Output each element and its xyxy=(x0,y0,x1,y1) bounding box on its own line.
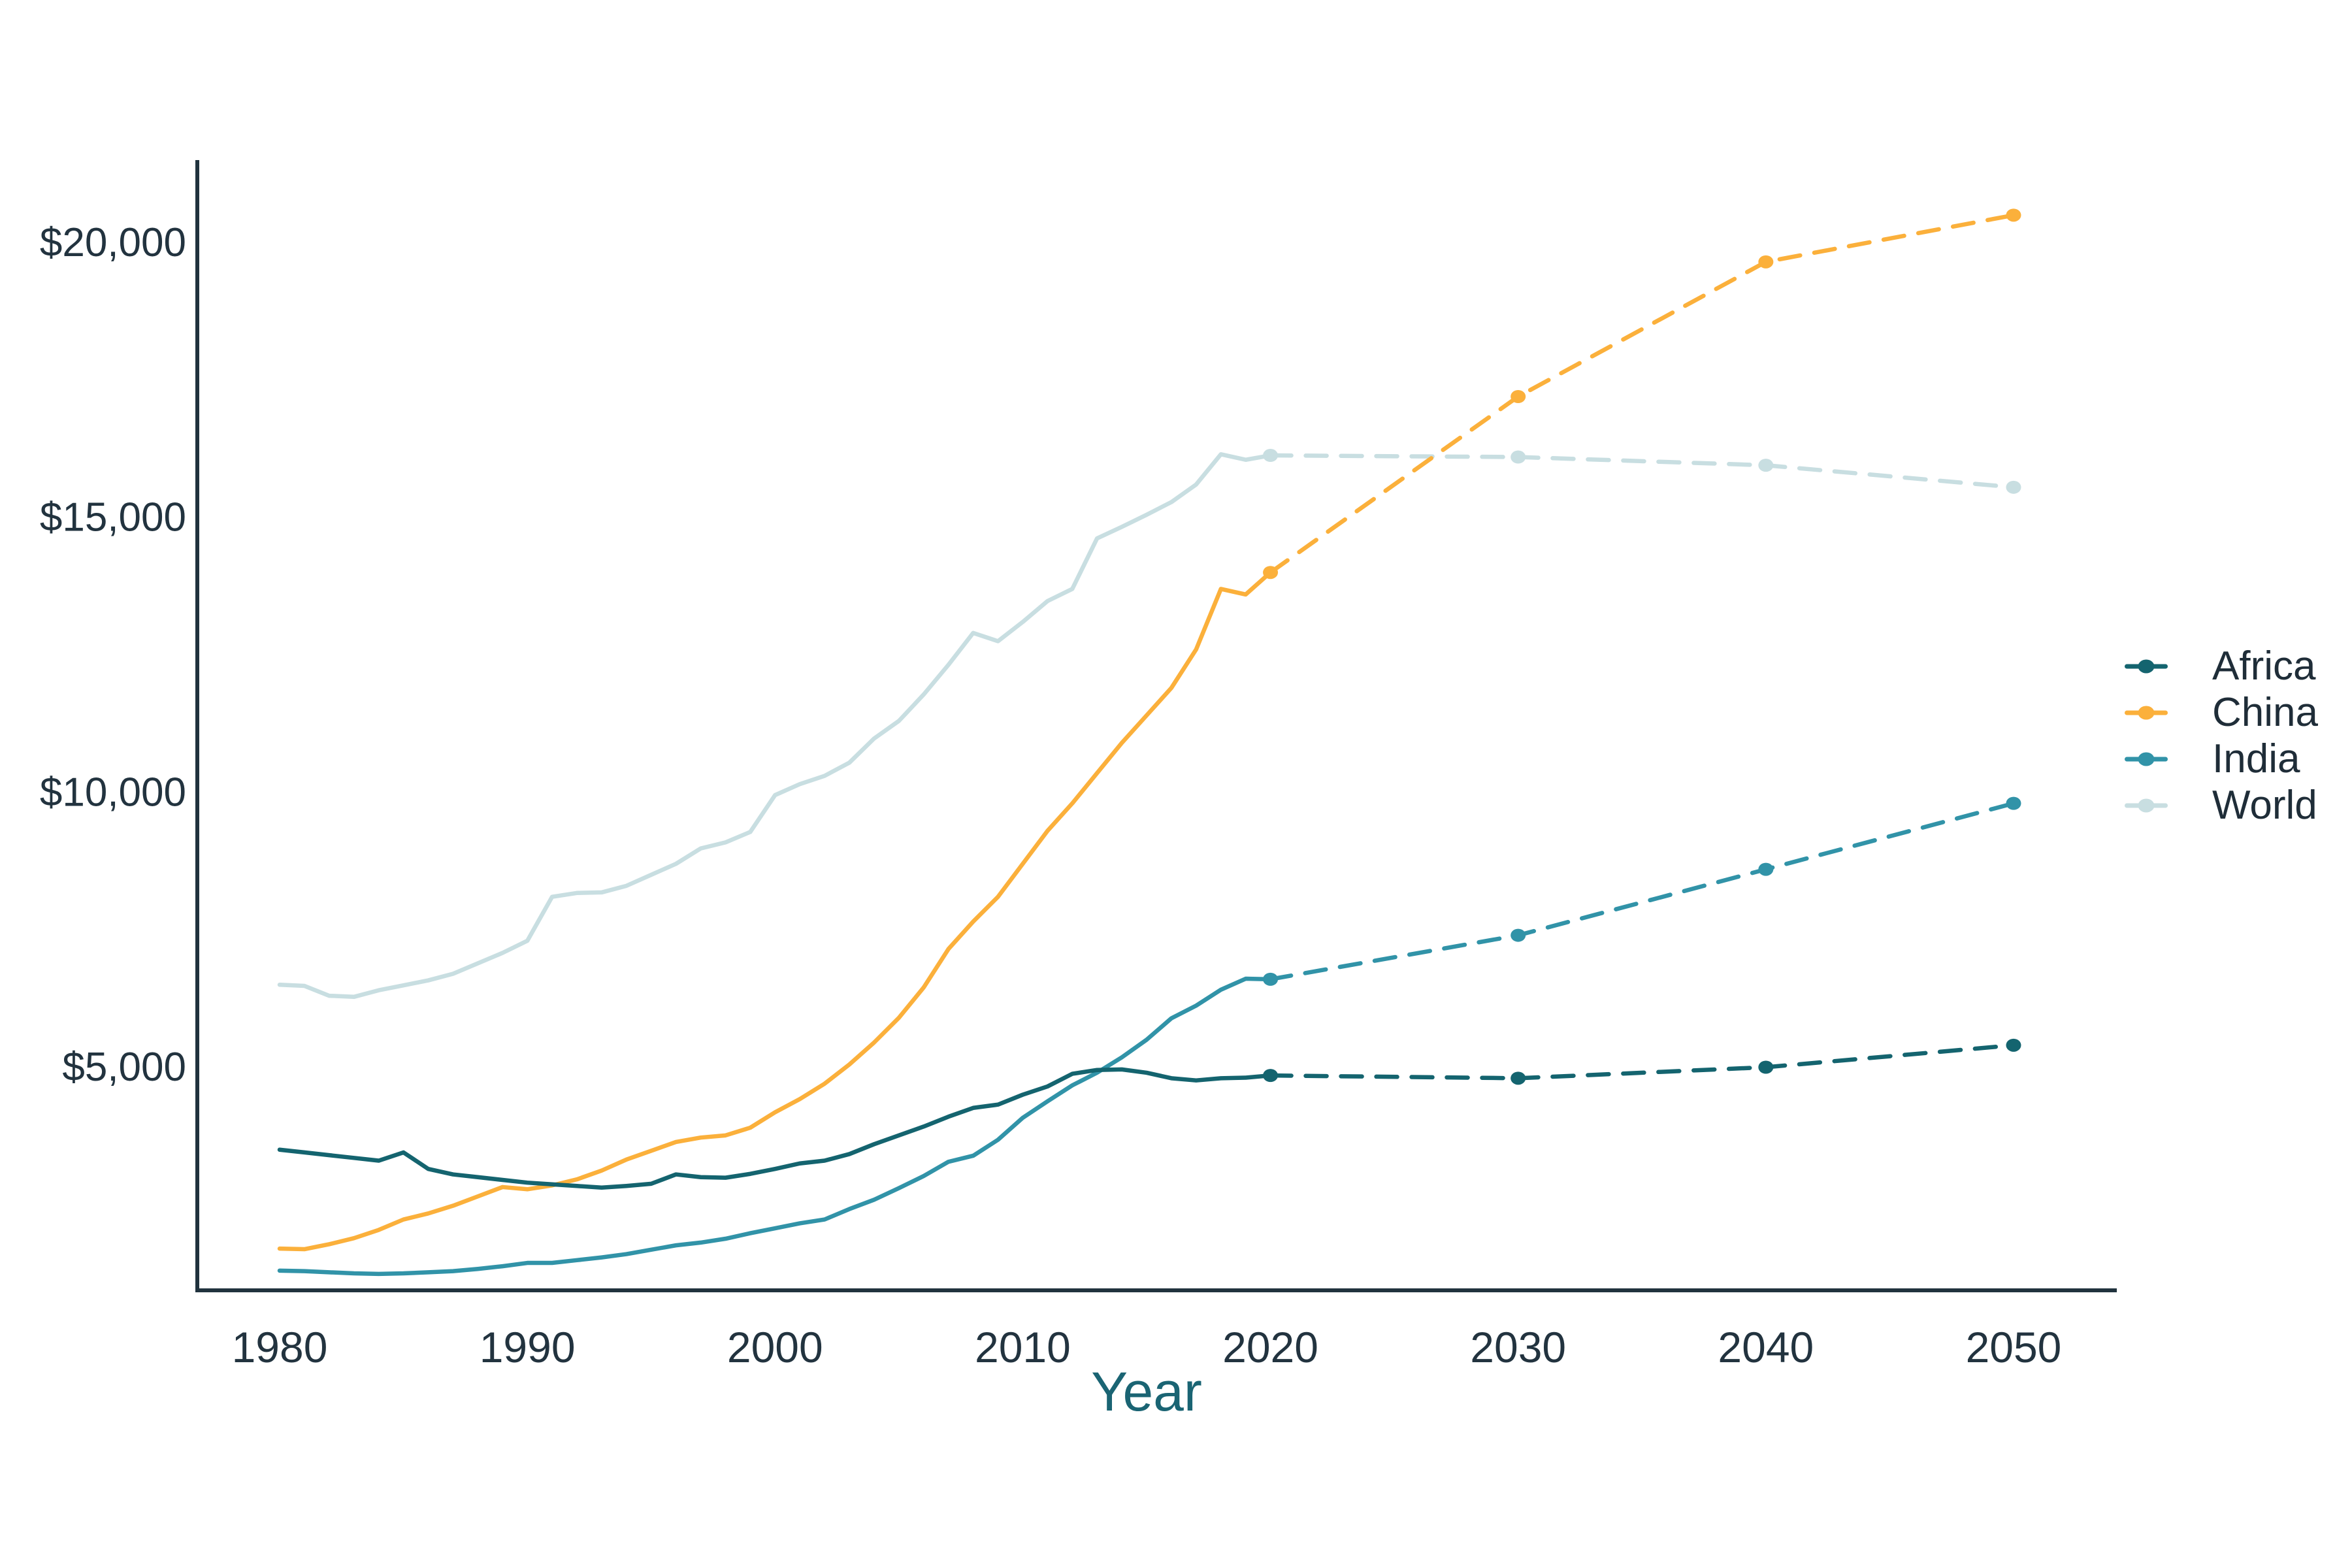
africa-history-line xyxy=(277,1067,1273,1190)
africa-line-dot-marker xyxy=(2125,659,2168,674)
legend-item-india: India xyxy=(2125,736,2318,782)
china-line-dot-marker xyxy=(2125,705,2168,721)
legend-label-africa: Africa xyxy=(2212,644,2316,689)
india-projection-line xyxy=(1268,801,2016,982)
india-line-dot-marker xyxy=(2125,751,2168,767)
world-projection-dot-2030 xyxy=(1511,450,1526,464)
x-tick-label: 1980 xyxy=(232,1323,328,1371)
x-axis-title: Year xyxy=(1091,1361,1202,1422)
y-tick-label: $20,000 xyxy=(40,220,186,265)
x-tick-label: 2020 xyxy=(1222,1323,1318,1371)
world-projection-dot-2020 xyxy=(1263,449,1279,463)
china-projection-dot-2040 xyxy=(1758,255,1774,269)
world-line-dot-marker xyxy=(2125,798,2168,813)
x-tick-label: 2040 xyxy=(1718,1323,1814,1371)
africa-projection-dot-2040 xyxy=(1758,1060,1774,1074)
y-tick-label: $15,000 xyxy=(40,495,186,540)
legend-item-china: China xyxy=(2125,689,2318,736)
africa-projection-line xyxy=(1268,1043,2016,1081)
world-projection-dot-2040 xyxy=(1758,459,1774,472)
africa-projection-dot-2020 xyxy=(1263,1069,1279,1083)
china-projection-dot-2050 xyxy=(2006,208,2021,222)
india-projection-dot-2030 xyxy=(1511,928,1526,942)
y-tick-label: $5,000 xyxy=(62,1045,186,1090)
legend-label-china: China xyxy=(2212,690,2318,735)
africa-projection-dot-2050 xyxy=(2006,1038,2021,1052)
x-tick-label: 2000 xyxy=(727,1323,823,1371)
china-projection-dot-2030 xyxy=(1511,389,1526,403)
india-history-line xyxy=(277,976,1273,1277)
africa-projection-dot-2030 xyxy=(1511,1071,1526,1085)
india-projection-dot-2020 xyxy=(1263,972,1279,986)
india-projection-dot-2040 xyxy=(1758,862,1774,876)
y-tick-label: $10,000 xyxy=(40,770,186,815)
world-projection-line xyxy=(1268,453,2016,490)
china-history-line xyxy=(277,570,1273,1252)
x-tick-label: 2030 xyxy=(1470,1323,1566,1371)
world-projection-dot-2050 xyxy=(2006,480,2021,494)
legend-item-world: World xyxy=(2125,782,2318,828)
world-history-line xyxy=(277,452,1273,1000)
legend-item-africa: Africa xyxy=(2125,643,2318,689)
india-projection-dot-2050 xyxy=(2006,796,2021,810)
x-tick-label: 1990 xyxy=(480,1323,576,1371)
china-projection-dot-2020 xyxy=(1263,566,1279,580)
legend: Africa China India World xyxy=(2125,643,2318,828)
x-tick-label: 2010 xyxy=(975,1323,1071,1371)
legend-label-world: World xyxy=(2212,783,2317,828)
china-projection-line xyxy=(1268,213,2016,575)
legend-label-india: India xyxy=(2212,736,2300,781)
x-tick-label: 2050 xyxy=(1966,1323,2062,1371)
